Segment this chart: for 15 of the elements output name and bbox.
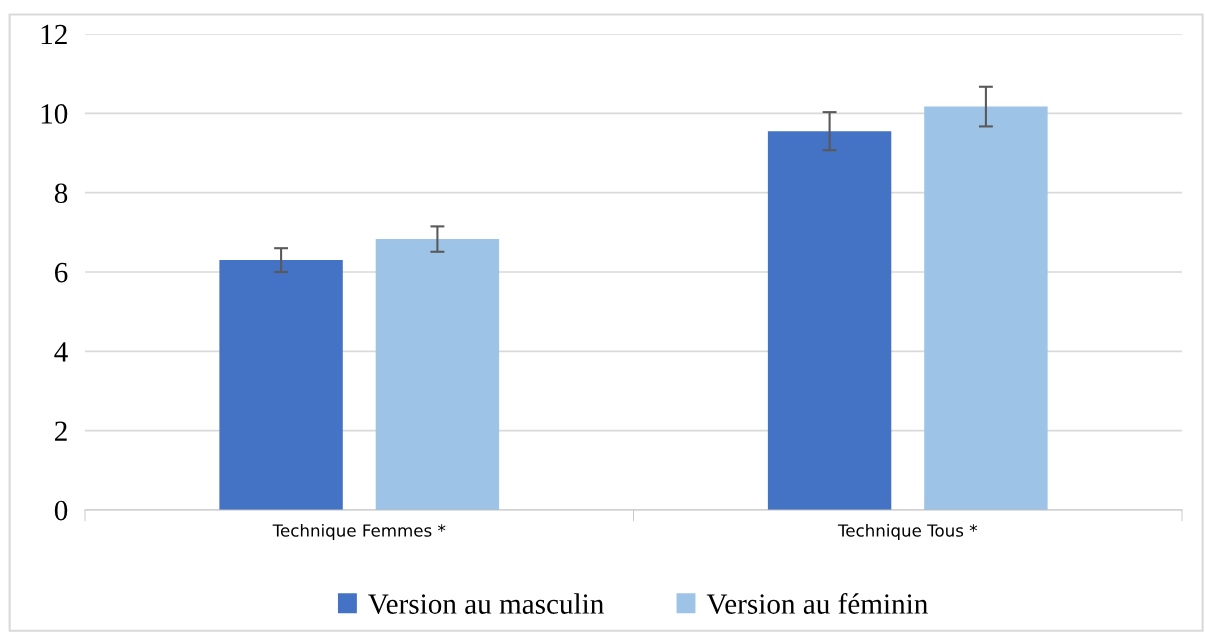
y-tick-label: 0 xyxy=(54,500,68,521)
y-tick-label: 8 xyxy=(54,183,68,204)
legend-label: Version au masculin xyxy=(368,593,604,615)
bar xyxy=(924,106,1048,510)
bar xyxy=(375,239,500,510)
x-tick-label: Technique Femmes * xyxy=(272,523,446,541)
y-tick-label: 6 xyxy=(55,262,68,283)
y-tick-label: 2 xyxy=(55,421,67,441)
y-tick-label: 12 xyxy=(41,24,67,45)
y-tick-label: 10 xyxy=(41,104,68,124)
legend-label: Version au féminin xyxy=(706,593,928,615)
bar xyxy=(767,131,892,510)
y-tick-label: 4 xyxy=(54,342,68,362)
x-tick-label: Technique Tous * xyxy=(837,523,978,541)
bar xyxy=(219,260,343,510)
